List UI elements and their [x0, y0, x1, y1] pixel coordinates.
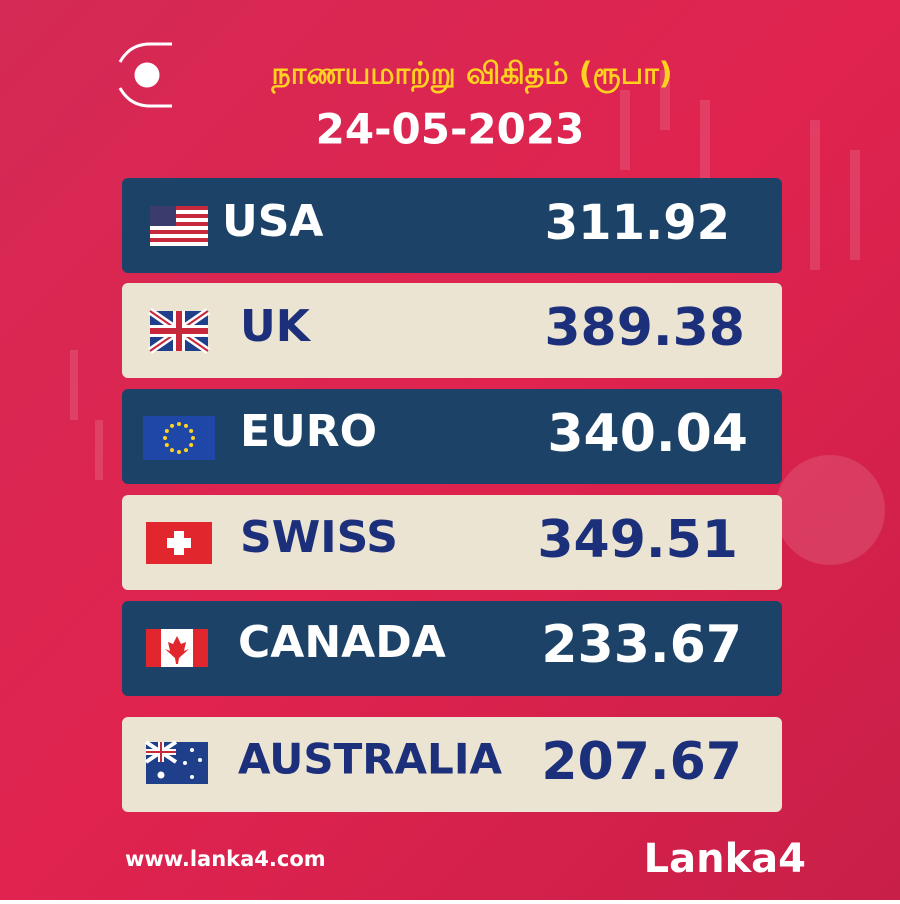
- rate: 311.92: [545, 195, 730, 251]
- flag-star: [184, 423, 188, 428]
- country: AUSTRALIA: [238, 735, 502, 784]
- row: EURO 340.04: [122, 389, 782, 484]
- flag-star: [191, 436, 195, 440]
- country: SWISS: [240, 512, 398, 563]
- flag-star: [189, 443, 194, 447]
- website: www.lanka4.com: [125, 847, 326, 871]
- date: 24-05-2023: [316, 105, 585, 154]
- flag-uk: [148, 308, 210, 354]
- rate: 233.67: [541, 615, 742, 675]
- row: AUSTRALIA 207.67: [122, 717, 782, 812]
- rate: 389.38: [544, 298, 745, 358]
- country: UK: [240, 301, 312, 352]
- flag-star: [177, 422, 181, 426]
- flag-star: [189, 429, 194, 433]
- flag-usa: [150, 206, 208, 246]
- flag-star: [177, 450, 181, 454]
- background-candles: [70, 70, 885, 565]
- rate: 207.67: [541, 732, 742, 792]
- brand: Lanka4: [644, 836, 806, 882]
- row: SWISS 349.51: [122, 495, 782, 590]
- flag-star: [163, 436, 167, 440]
- rate: 349.51: [537, 510, 738, 570]
- flag-star: [170, 423, 174, 428]
- flag-star: [164, 429, 169, 433]
- logo-icon: [118, 42, 172, 108]
- flag-star: [184, 448, 188, 453]
- row: USA 311.92: [122, 178, 782, 273]
- flag-star: [170, 448, 174, 453]
- row: CANADA 233.67: [122, 601, 782, 696]
- country: USA: [222, 196, 323, 247]
- rate: 340.04: [547, 404, 748, 464]
- flag-swiss: [146, 522, 212, 564]
- title: நாணயமாற்று விகிதம் (ரூபா): [271, 57, 673, 95]
- flag-australia: [144, 740, 208, 784]
- country: CANADA: [238, 617, 446, 668]
- flag-canada: [146, 629, 208, 667]
- flag-eu: [143, 416, 215, 460]
- row: UK 389.38: [122, 283, 782, 378]
- country: EURO: [240, 406, 377, 457]
- flag-star: [164, 443, 169, 447]
